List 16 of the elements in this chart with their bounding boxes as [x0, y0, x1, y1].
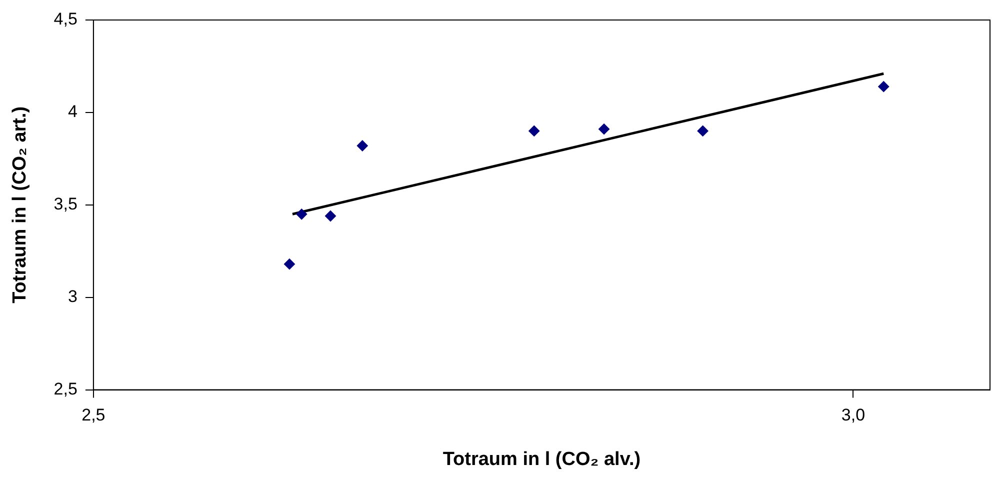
- point: [324, 210, 336, 222]
- point: [598, 124, 610, 135]
- y-tick-label: 4: [68, 102, 78, 122]
- y-tick-label: 2,5: [54, 379, 78, 398]
- x-tick-label: 3,0: [841, 406, 866, 425]
- y-tick-label: 3: [68, 287, 78, 306]
- y-tick-label: 4,5: [54, 10, 78, 29]
- point: [528, 125, 540, 136]
- point: [697, 125, 708, 136]
- point: [284, 258, 295, 270]
- point: [356, 140, 368, 152]
- y-axis-title: Totraum in l (CO₂ art.): [10, 106, 31, 304]
- point: [296, 208, 308, 220]
- x-axis-title: Totraum in l (CO₂ alv.): [442, 448, 641, 470]
- y-tick-label: 3,5: [54, 194, 78, 214]
- point: [878, 81, 890, 92]
